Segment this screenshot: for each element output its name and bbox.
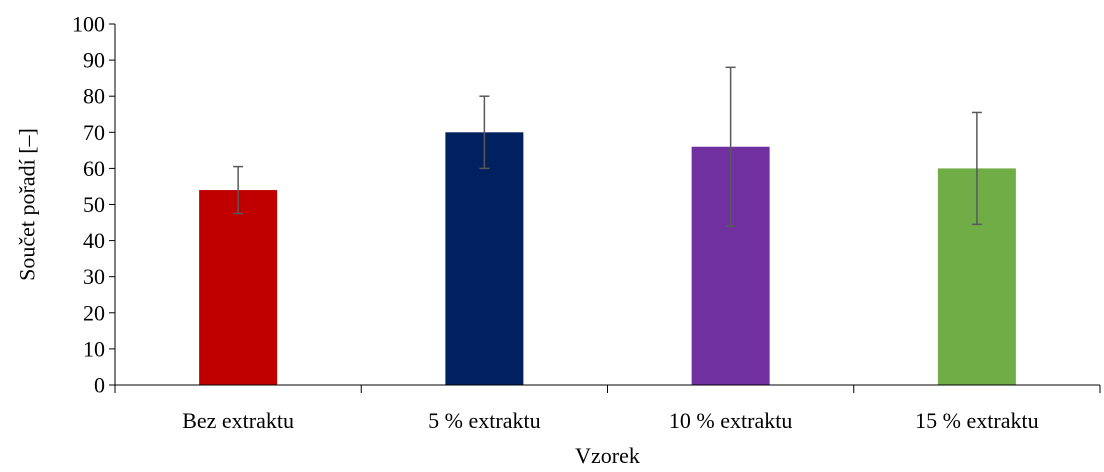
x-tick-label: 5 % extraktu bbox=[428, 408, 540, 433]
x-axis-title: Vzorek bbox=[575, 443, 640, 468]
y-axis-ticks: 0 10 20 30 40 50 60 70 80 90 100 bbox=[72, 12, 115, 398]
x-tick-label: 10 % extraktu bbox=[669, 408, 792, 433]
y-tick-label: 0 bbox=[94, 373, 105, 398]
x-axis-labels: Bez extraktu 5 % extraktu 10 % extraktu 15 … bbox=[182, 408, 1038, 433]
y-tick-label: 30 bbox=[83, 264, 105, 289]
y-tick-label: 40 bbox=[83, 228, 105, 253]
y-tick-label: 10 bbox=[83, 336, 105, 361]
y-tick-label: 20 bbox=[83, 300, 105, 325]
bars bbox=[199, 132, 1016, 385]
x-axis-ticks bbox=[114, 385, 1101, 393]
y-tick-label: 90 bbox=[83, 48, 105, 73]
x-tick-label: 15 % extraktu bbox=[915, 408, 1038, 433]
error-bars bbox=[233, 66, 982, 227]
x-tick-label: Bez extraktu bbox=[182, 408, 294, 433]
y-tick-label: 60 bbox=[83, 156, 105, 181]
y-tick-label: 100 bbox=[72, 12, 105, 37]
y-tick-label: 50 bbox=[83, 192, 105, 217]
bar-0 bbox=[199, 190, 278, 385]
y-tick-label: 70 bbox=[83, 120, 105, 145]
y-tick-label: 80 bbox=[83, 84, 105, 109]
bar-1 bbox=[445, 132, 524, 385]
y-axis-title: Součet pořadí [–] bbox=[15, 128, 40, 281]
